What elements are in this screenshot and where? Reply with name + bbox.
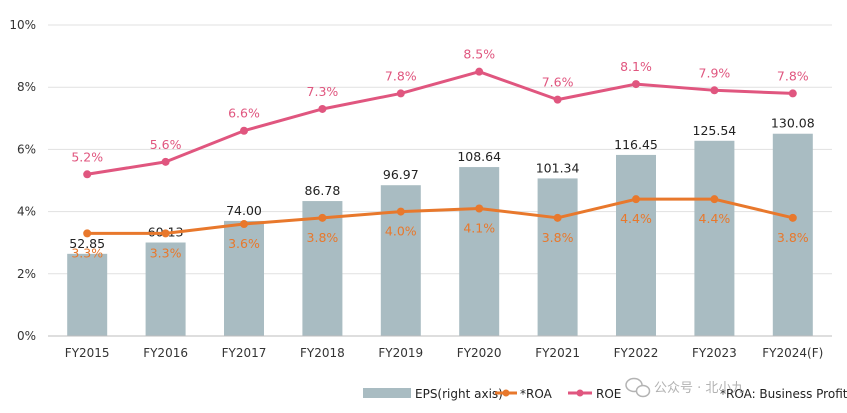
roe-data-label: 7.8% (777, 68, 809, 83)
roe-point (475, 67, 484, 76)
x-tick-label: FY2023 (692, 346, 737, 360)
eps-data-label: 116.45 (614, 137, 658, 152)
eps-bar (459, 167, 500, 336)
eps-data-label: 96.97 (383, 167, 419, 182)
eps-data-label: 130.08 (771, 116, 815, 131)
watermark: 公众号 · 北小九 (625, 377, 744, 398)
eps-bar (537, 178, 578, 336)
roe-point (553, 95, 562, 104)
roa-data-label: 4.4% (620, 211, 652, 226)
y-axis-left: 0% 2% 4% 6% 8% 10% (9, 18, 36, 343)
roa-data-label: 3.3% (150, 245, 182, 260)
legend-roa-label: *ROA (520, 387, 553, 401)
y-tick-label: 4% (17, 205, 36, 219)
x-tick-label: FY2018 (300, 346, 345, 360)
roe-point (788, 89, 797, 98)
y-tick-label: 10% (9, 18, 36, 32)
roe-point (161, 157, 170, 166)
legend-eps-label: EPS(right axis) (415, 387, 503, 401)
eps-bars (67, 133, 813, 336)
roa-data-label: 4.0% (385, 224, 417, 239)
roa-data-label: 3.6% (228, 236, 260, 251)
legend-eps-swatch (363, 388, 411, 398)
eps-labels: 52.8560.1374.0086.7896.97108.64101.34116… (69, 116, 814, 251)
eps-bar (224, 220, 264, 336)
legend: EPS(right axis) *ROA ROE *ROA: Business … (363, 387, 847, 401)
eps-bar (302, 201, 343, 336)
y-tick-label: 8% (17, 80, 36, 94)
eps-bar (772, 133, 813, 336)
roa-point (83, 229, 92, 238)
x-tick-label: FY2017 (222, 346, 267, 360)
y-tick-label: 0% (17, 329, 36, 343)
roa-line (87, 197, 794, 235)
roe-data-label: 8.1% (620, 59, 652, 74)
eps-bar (616, 154, 656, 336)
wechat-icon (625, 377, 651, 398)
roe-point (83, 170, 92, 179)
x-tick-label: FY2020 (457, 346, 502, 360)
eps-data-label: 108.64 (457, 149, 501, 164)
roa-series: 3.3% 3.3% 3.6% 3.8% 4.0% 4.1% 3.8% 4.4% 4.4% 3.8% (71, 195, 809, 260)
roa-data-label: 3.8% (542, 230, 574, 245)
roa-point (475, 204, 484, 213)
roe-data-label: 7.3% (307, 84, 339, 99)
x-tick-label: FY2019 (378, 346, 423, 360)
roe-line (86, 70, 793, 176)
roa-data-label: 3.8% (307, 230, 339, 245)
eps-data-label: 52.85 (69, 236, 105, 251)
roe-point (632, 80, 640, 89)
roe-data-label: 7.9% (699, 65, 731, 80)
x-tick-label: FY2016 (143, 346, 188, 360)
roa-point (553, 213, 562, 222)
roe-data-label: 5.6% (150, 137, 182, 152)
roe-data-label: 5.2% (71, 149, 103, 164)
roa-data-label: 3.8% (777, 230, 809, 245)
watermark-text: 公众号 · 北小九 (654, 381, 744, 396)
roe-data-label: 8.5% (463, 47, 495, 62)
eps-data-label: 74.00 (226, 203, 262, 218)
x-tick-label: FY2015 (65, 346, 110, 360)
eps-data-label: 125.54 (693, 123, 737, 138)
roe-point (318, 104, 327, 113)
x-axis: FY2015 FY2016 FY2017 FY2018 FY2019 FY2020 FY20… (65, 346, 824, 360)
roa-point (161, 229, 170, 238)
roa-point (318, 213, 327, 222)
x-tick-label: FY2022 (614, 346, 659, 360)
roe-data-label: 7.8% (385, 68, 417, 83)
roa-point (396, 207, 405, 216)
y-tick-label: 6% (17, 142, 36, 156)
roa-point (788, 213, 797, 222)
x-tick-label: FY2021 (535, 346, 580, 360)
eps-data-label: 86.78 (305, 183, 341, 198)
roe-series: 5.2% 5.6% 6.6% 7.3% 7.8% 8.5% 7.6% 8.1% 7.9% 7.8% (71, 47, 809, 179)
roa-data-label: 4.4% (699, 211, 731, 226)
legend-roa-note: *ROA: Business Profit (720, 387, 847, 401)
roa-data-label: 4.1% (463, 220, 495, 235)
eps-bar (694, 140, 735, 336)
x-tick-label: FY2024(F) (762, 346, 823, 360)
roe-data-label: 7.6% (542, 75, 574, 90)
legend-roe-label: ROE (596, 387, 621, 401)
roa-point (632, 195, 640, 204)
roa-point (710, 195, 719, 204)
roe-point (396, 89, 405, 98)
roe-data-label: 6.6% (228, 106, 260, 121)
roa-point (240, 220, 248, 229)
roa-data-label: 3.3% (71, 245, 103, 260)
legend-roe-swatch (568, 389, 592, 397)
roe-point (710, 86, 719, 95)
y-tick-label: 2% (17, 267, 36, 281)
legend-roa-swatch (495, 389, 517, 397)
roe-point (240, 126, 248, 135)
eps-data-label: 101.34 (536, 160, 580, 175)
eps-bar (145, 242, 186, 336)
eps-bar (67, 253, 108, 336)
